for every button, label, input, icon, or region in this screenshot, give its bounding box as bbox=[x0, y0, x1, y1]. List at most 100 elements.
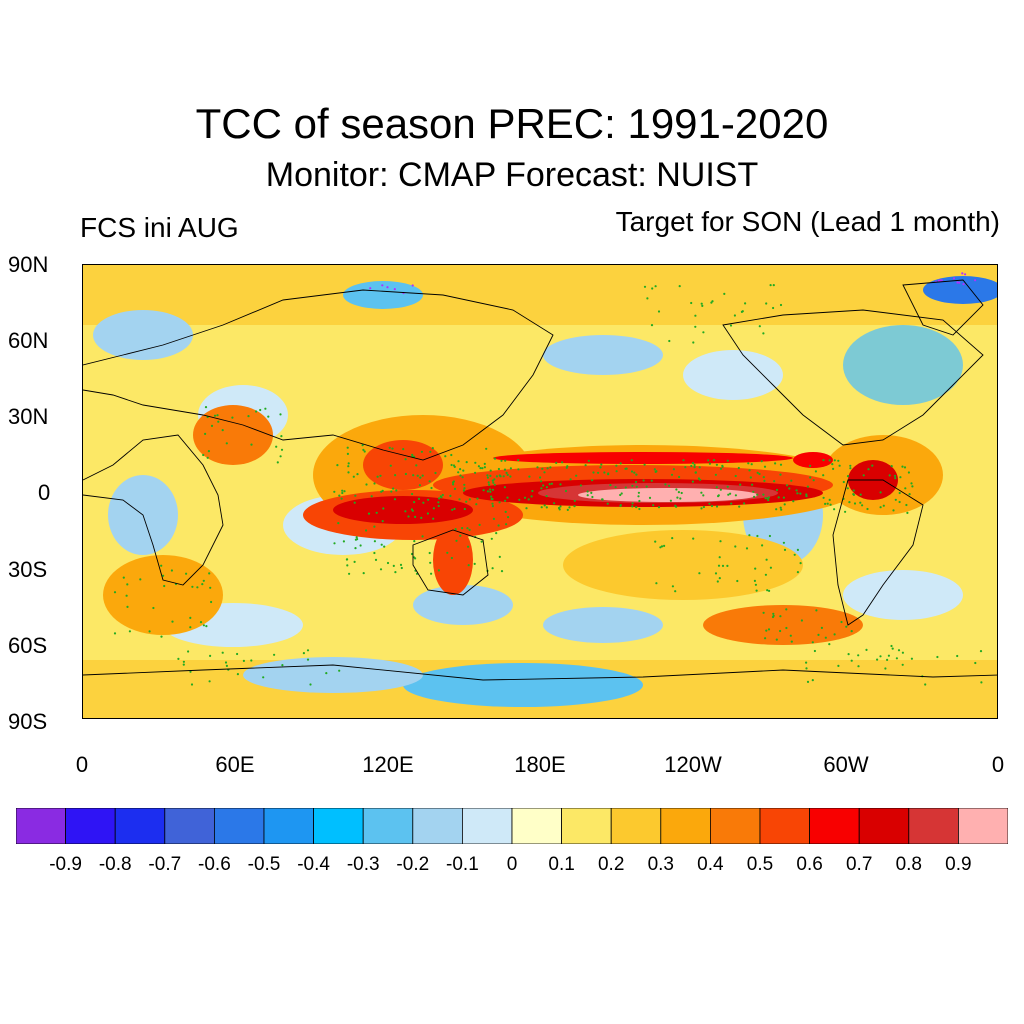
stipple-dot bbox=[420, 450, 423, 453]
stipple-dot bbox=[726, 459, 729, 462]
stipple-dot bbox=[429, 450, 432, 453]
stipple-dot bbox=[710, 504, 714, 508]
stipple-dot bbox=[956, 281, 959, 284]
stipple-dot bbox=[347, 471, 350, 474]
stipple-dot bbox=[591, 479, 594, 482]
stipple-dot bbox=[698, 466, 701, 469]
stipple-dot bbox=[859, 501, 862, 504]
stipple-dot bbox=[691, 462, 695, 465]
stipple-dot bbox=[495, 532, 498, 535]
stipple-dot bbox=[415, 464, 418, 467]
stipple-dot bbox=[850, 630, 853, 633]
stipple-dot bbox=[762, 611, 765, 614]
stipple-dot bbox=[719, 540, 722, 543]
stipple-dot bbox=[651, 287, 654, 290]
stipple-dot bbox=[792, 500, 795, 503]
stipple-dot bbox=[779, 303, 783, 307]
stipple-dot bbox=[733, 314, 737, 317]
stipple-dot bbox=[224, 661, 228, 664]
stipple-dot bbox=[566, 508, 569, 511]
stipple-dot bbox=[714, 473, 718, 476]
stipple-dot bbox=[672, 468, 676, 471]
stipple-dot bbox=[634, 480, 638, 484]
stipple-dot bbox=[719, 488, 722, 491]
stipple-dot bbox=[478, 523, 481, 526]
greenland-coast bbox=[902, 279, 984, 336]
stipple-dot bbox=[356, 473, 359, 476]
stipple-dot bbox=[437, 504, 440, 508]
stipple-dot bbox=[716, 580, 719, 583]
stipple-dot bbox=[480, 540, 483, 543]
stipple-dot bbox=[690, 301, 693, 305]
stipple-dot bbox=[530, 495, 533, 498]
colorbar-label: 0.9 bbox=[945, 854, 972, 875]
stipple-dot bbox=[196, 586, 199, 589]
stipple-dot bbox=[450, 453, 453, 457]
lon-label-0: 0 bbox=[75, 752, 89, 777]
stipple-dot bbox=[775, 488, 779, 492]
stipple-dot bbox=[729, 492, 732, 495]
stipple-dot bbox=[493, 478, 496, 481]
stipple-dot bbox=[381, 284, 384, 287]
stipple-dot bbox=[906, 511, 909, 514]
stipple-dot bbox=[758, 472, 761, 476]
stipple-dot bbox=[439, 495, 442, 498]
stipple-dot bbox=[162, 574, 165, 577]
stipple-dot bbox=[891, 647, 894, 650]
stipple-dot bbox=[418, 484, 421, 487]
stipple-dot bbox=[774, 462, 777, 465]
stipple-dot bbox=[809, 464, 812, 467]
africa-coast bbox=[83, 434, 224, 586]
stipple-dot bbox=[373, 482, 376, 485]
stipple-dot bbox=[763, 479, 766, 482]
stipple-dot bbox=[815, 609, 818, 612]
stipple-dot bbox=[633, 471, 636, 474]
colorbar-label: -0.3 bbox=[346, 854, 380, 875]
stipple-dot bbox=[657, 310, 661, 313]
stipple-dot bbox=[446, 551, 449, 554]
stipple-dot bbox=[637, 495, 640, 498]
stipple-dot bbox=[495, 475, 498, 478]
stipple-dot bbox=[122, 576, 125, 579]
stipple-dot bbox=[381, 520, 384, 523]
stipple-dot bbox=[187, 650, 190, 653]
stipple-dot bbox=[202, 579, 205, 582]
stipple-dot bbox=[806, 680, 810, 683]
stipple-dot bbox=[952, 277, 956, 280]
stipple-dot bbox=[479, 467, 482, 470]
stipple-dot bbox=[402, 448, 405, 451]
stipple-dot bbox=[481, 467, 484, 470]
stipple-dot bbox=[492, 517, 495, 520]
stipple-dot bbox=[762, 476, 765, 479]
stipple-dot bbox=[517, 468, 520, 471]
stipple-dot bbox=[542, 484, 545, 487]
stipple-dot bbox=[717, 495, 720, 498]
stipple-dot bbox=[467, 545, 470, 548]
stipple-dot bbox=[795, 489, 798, 492]
stipple-dot bbox=[543, 471, 546, 474]
stipple-dot bbox=[631, 505, 634, 508]
stipple-dot bbox=[779, 506, 782, 509]
stipple-dot bbox=[773, 480, 776, 483]
stipple-dot bbox=[553, 502, 556, 505]
stipple-dot bbox=[352, 475, 355, 478]
stipple-dot bbox=[347, 465, 350, 468]
target-label: Target for SON (Lead 1 month) bbox=[615, 206, 1000, 237]
stipple-dot bbox=[182, 663, 185, 666]
stipple-dot bbox=[782, 496, 786, 499]
stipple-dot bbox=[262, 676, 265, 679]
stipple-dot bbox=[796, 548, 800, 551]
stipple-dot bbox=[905, 503, 908, 507]
stipple-dot bbox=[204, 432, 207, 435]
stipple-dot bbox=[160, 564, 163, 567]
stipple-dot bbox=[363, 450, 366, 453]
stipple-dot bbox=[160, 635, 163, 638]
correlation-field bbox=[83, 265, 997, 718]
stipple-dot bbox=[171, 620, 174, 623]
stipple-dot bbox=[407, 515, 410, 518]
colorbar-label: -0.1 bbox=[446, 854, 479, 875]
stipple-dot bbox=[638, 507, 641, 511]
stipple-dot bbox=[359, 544, 362, 547]
stipple-dot bbox=[128, 630, 131, 633]
stipple-dot bbox=[655, 470, 658, 473]
